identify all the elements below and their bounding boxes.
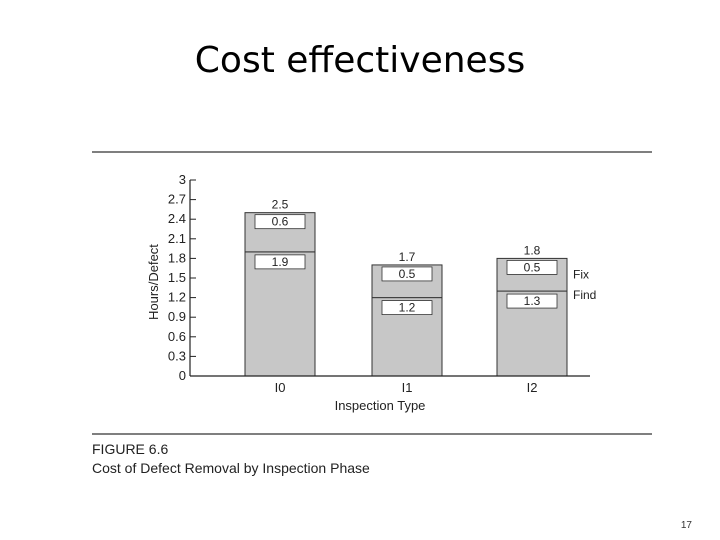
legend-find-label: Find [573, 288, 596, 302]
find-value-box [506, 293, 558, 309]
total-value-label: 1.8 [524, 243, 541, 257]
y-tick-label: 2.4 [168, 211, 186, 226]
y-tick-label: 0.3 [168, 348, 186, 363]
total-value-label: 1.7 [399, 250, 416, 264]
find-value-label: 1.9 [272, 255, 289, 269]
x-tick-label: I1 [402, 380, 413, 395]
y-tick-label: 1.2 [168, 290, 186, 305]
legend-fix-label: Fix [573, 268, 589, 282]
y-tick-label: 1.5 [168, 270, 186, 285]
total-value-box [255, 197, 305, 212]
x-axis-title: Inspection Type [335, 398, 426, 413]
bar-segment-find [244, 251, 316, 377]
figure-caption: Cost of Defect Removal by Inspection Pha… [92, 460, 370, 476]
y-axis-title: Hours/Defect [146, 244, 161, 320]
total-value-box [507, 243, 557, 258]
fix-value-label: 0.5 [524, 260, 541, 274]
y-tick-label: 2.1 [168, 231, 186, 246]
find-value-box [254, 254, 306, 270]
fix-value-label: 0.5 [399, 267, 416, 281]
y-tick-label: 1.8 [168, 250, 186, 265]
legend: Fix Find [573, 268, 596, 302]
total-value-label: 2.5 [272, 198, 289, 212]
figure-label: FIGURE 6.6 [92, 441, 169, 457]
y-axis: 0 0.3 0.6 0.9 1.2 1.5 1.8 2.1 2.4 2.7 3 [168, 172, 196, 383]
x-tick-label: I0 [275, 380, 286, 395]
fix-value-label: 0.6 [272, 215, 289, 229]
slide-title: Cost effectiveness [194, 40, 526, 81]
x-axis: I0 I1 I2 [190, 375, 590, 395]
total-value-box [382, 249, 432, 264]
y-tick-label: 0.6 [168, 329, 186, 344]
find-value-label: 1.3 [524, 294, 541, 308]
fix-value-box [254, 214, 306, 230]
page-number: 17 [680, 520, 692, 531]
find-value-label: 1.2 [399, 301, 416, 315]
x-tick-label: I2 [527, 380, 538, 395]
bars: 0.6 2.5 1.9 0.5 1.7 1.2 0.5 1.8 1.3 [244, 197, 568, 377]
y-tick-label: 0 [179, 368, 186, 383]
find-value-box [381, 300, 433, 316]
y-tick-label: 2.7 [168, 192, 186, 207]
fix-value-box [506, 259, 558, 275]
y-tick-label: 0.9 [168, 309, 186, 324]
y-tick-label: 3 [179, 172, 186, 187]
fix-value-box [381, 266, 433, 282]
